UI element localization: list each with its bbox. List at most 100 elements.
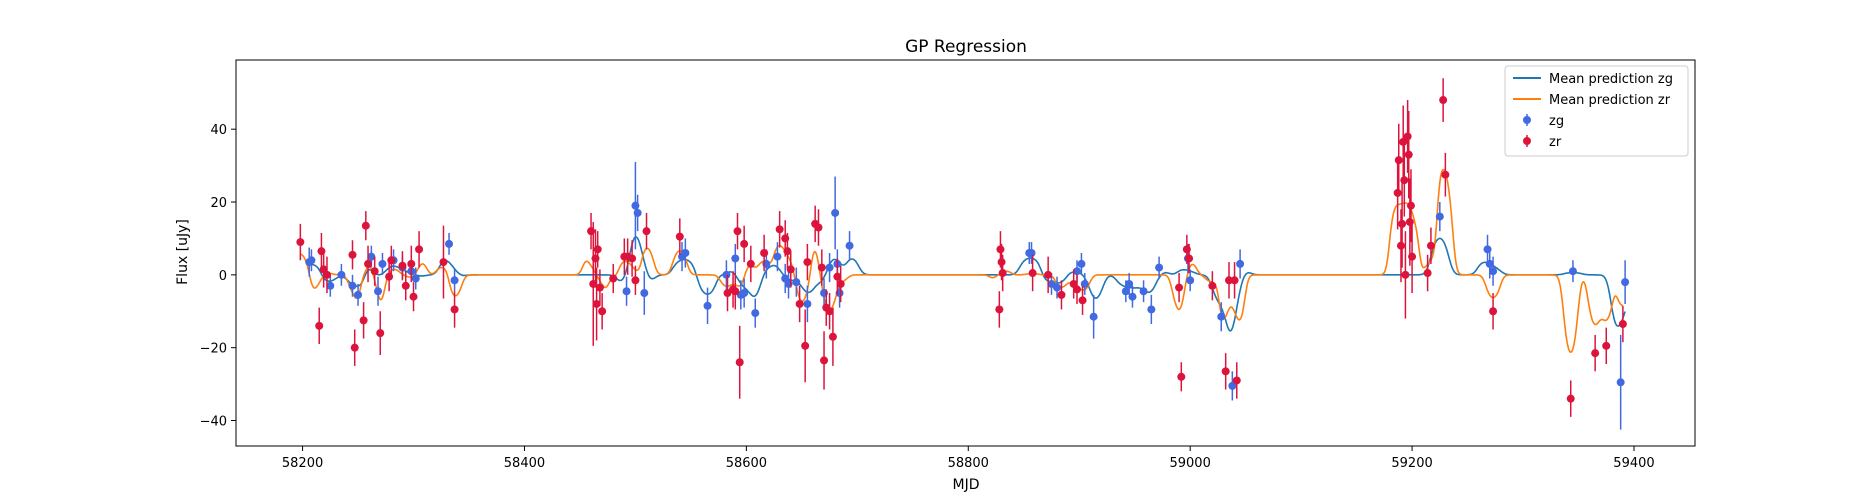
zr-marker-39 — [735, 358, 744, 367]
zr-point-27 — [592, 267, 601, 341]
zr-marker-58 — [836, 279, 845, 288]
zr-point-13 — [387, 245, 396, 275]
zr-point-81 — [1398, 180, 1407, 268]
zr-point-67 — [1073, 274, 1082, 304]
zr-point-77 — [1232, 362, 1241, 399]
zg-point-20 — [681, 238, 690, 268]
zr-point-92 — [1439, 78, 1448, 122]
zg-point-5 — [354, 283, 363, 306]
zr-point-51 — [814, 209, 823, 246]
zg-point-48 — [1125, 273, 1134, 295]
zr-point-33 — [642, 212, 651, 250]
zr-point-14 — [398, 251, 407, 281]
zg-marker-35 — [831, 208, 840, 217]
zr-point-98 — [1618, 305, 1627, 343]
zr-point-32 — [631, 265, 640, 295]
zg-point-63 — [1616, 334, 1625, 430]
zr-point-56 — [828, 307, 837, 366]
zr-marker-89 — [1408, 252, 1417, 261]
chart-title: GP Regression — [905, 37, 1027, 57]
zg-point-52 — [1155, 256, 1164, 279]
zr-marker-70 — [1177, 372, 1186, 381]
zr-point-82 — [1399, 105, 1408, 179]
legend-item-0: Mean prediction zg — [1513, 72, 1673, 87]
zg-marker-17 — [633, 208, 642, 217]
zr-marker-14 — [398, 261, 407, 270]
y-tick-label-4: 40 — [210, 123, 227, 138]
zr-marker-48 — [801, 341, 810, 350]
zg-marker-2 — [326, 281, 335, 290]
zr-marker-42 — [760, 249, 769, 257]
zr-points — [296, 78, 1627, 417]
zr-point-58 — [836, 265, 845, 303]
zg-marker-57 — [1236, 259, 1245, 268]
legend-box — [1504, 65, 1689, 157]
zr-marker-82 — [1399, 137, 1408, 146]
zr-point-96 — [1591, 334, 1600, 372]
zr-marker-86 — [1404, 150, 1413, 159]
zr-marker-55 — [825, 307, 834, 316]
zr-point-68 — [1078, 285, 1087, 315]
zr-marker-62 — [998, 269, 1007, 278]
zr-marker-61 — [997, 258, 1006, 267]
zr-marker-80 — [1396, 241, 1405, 250]
zg-marker-63 — [1616, 378, 1625, 387]
zr-point-88 — [1406, 169, 1415, 243]
zr-marker-63 — [1028, 269, 1037, 278]
zg-point-44 — [1077, 253, 1086, 275]
zr-point-8 — [361, 211, 370, 241]
zg-marker-5 — [354, 290, 363, 299]
zr-point-43 — [775, 211, 784, 248]
zr-marker-57 — [833, 272, 842, 281]
legend-swatch-2 — [1523, 116, 1531, 124]
zg-point-64 — [1621, 260, 1630, 304]
zg-point-18 — [640, 271, 649, 315]
zr-marker-47 — [795, 299, 804, 308]
zg-marker-32 — [803, 299, 812, 308]
zr-marker-90 — [1423, 269, 1432, 278]
zr-marker-74 — [1221, 367, 1230, 376]
zr-point-7 — [359, 302, 368, 339]
zg-point-56 — [1228, 371, 1237, 401]
zr-point-95 — [1566, 380, 1575, 417]
zr-point-78 — [1393, 156, 1402, 230]
zg-point-4 — [348, 274, 357, 297]
zr-marker-77 — [1232, 376, 1241, 385]
zr-point-24 — [593, 231, 602, 268]
zr-point-31 — [628, 240, 637, 277]
zg-marker-21 — [703, 301, 712, 310]
zg-marker-44 — [1077, 259, 1086, 268]
zr-marker-84 — [1401, 270, 1410, 279]
legend-label-1: Mean prediction zr — [1549, 93, 1671, 108]
zr-marker-18 — [415, 245, 424, 254]
zg-point-14 — [450, 269, 459, 292]
zr-marker-85 — [1403, 132, 1412, 141]
zg-point-28 — [773, 242, 782, 272]
zg-marker-4 — [348, 281, 357, 290]
zg-point-62 — [1568, 260, 1577, 283]
zg-point-58 — [1435, 202, 1444, 232]
zg-point-31 — [792, 267, 801, 297]
x-tick-label-3: 58800 — [948, 456, 989, 471]
zg-point-34 — [825, 253, 834, 283]
legend-swatch-3 — [1523, 137, 1531, 145]
zr-marker-60 — [996, 245, 1005, 254]
zr-marker-56 — [828, 332, 837, 341]
zg-marker-26 — [751, 309, 760, 318]
zr-marker-97 — [1602, 341, 1611, 350]
zr-marker-65 — [1057, 290, 1066, 299]
zg-marker-54 — [1186, 276, 1195, 285]
zg-marker-64 — [1621, 278, 1630, 287]
zr-point-84 — [1401, 231, 1410, 319]
zg-marker-8 — [378, 259, 387, 268]
zr-point-48 — [801, 309, 810, 383]
zg-marker-20 — [681, 249, 690, 257]
zr-point-20 — [450, 291, 459, 328]
zr-marker-10 — [370, 267, 379, 276]
x-tick-label-5: 59200 — [1391, 456, 1432, 471]
zr-marker-94 — [1489, 307, 1498, 316]
zg-marker-43 — [1073, 267, 1082, 276]
zr-marker-49 — [803, 258, 812, 267]
zg-marker-46 — [1089, 312, 1098, 321]
zr-point-94 — [1489, 293, 1498, 330]
